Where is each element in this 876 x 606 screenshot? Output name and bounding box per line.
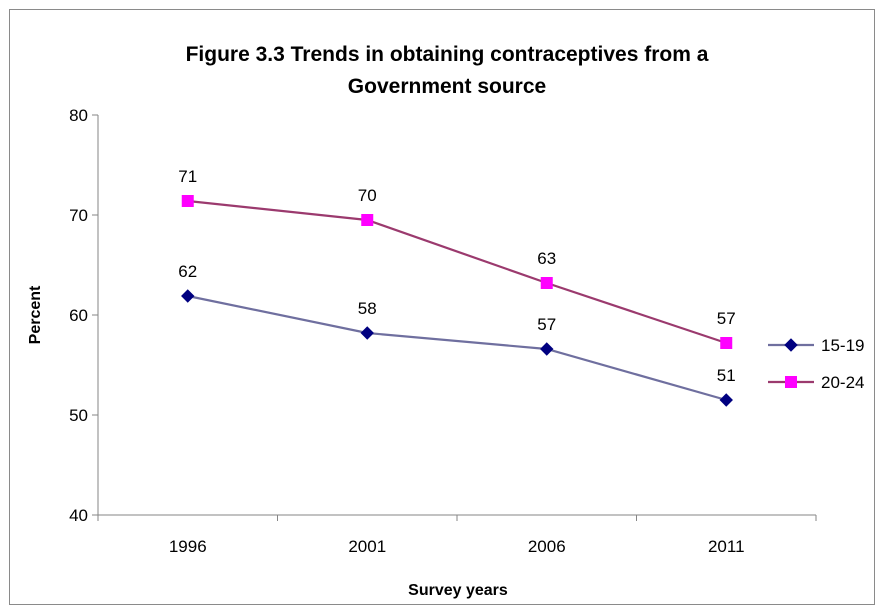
series-20-24: 71 70 63 57 [178, 167, 736, 349]
legend: 15-19 20-24 [768, 336, 864, 392]
chart-frame: Figure 3.3 Trends in obtaining contracep… [9, 9, 875, 605]
data-point [540, 342, 554, 356]
data-label: 57 [537, 315, 556, 334]
legend-item: 15-19 [768, 336, 864, 355]
y-axis-label: Percent [27, 285, 44, 344]
data-label: 57 [717, 309, 736, 328]
x-tick-label: 2006 [528, 537, 566, 556]
y-tick-label: 50 [69, 406, 88, 425]
chart-title-line-2: Government source [348, 75, 546, 98]
x-axis-label: Survey years [408, 582, 508, 599]
series-line [187, 199, 727, 345]
y-tick-label: 80 [69, 106, 88, 125]
y-tick-label: 70 [69, 206, 88, 225]
data-point [181, 289, 195, 303]
line-chart: Figure 3.3 Trends in obtaining contracep… [27, 43, 864, 599]
x-tick-label: 2001 [348, 537, 386, 556]
data-label: 58 [358, 299, 377, 318]
y-tick-label: 40 [69, 506, 88, 525]
legend-marker [784, 338, 798, 352]
data-label: 63 [537, 249, 556, 268]
series-15-19: 62 58 57 51 [178, 262, 736, 407]
data-label: 70 [358, 186, 377, 205]
data-point [720, 337, 733, 349]
legend-label: 20-24 [821, 373, 864, 392]
data-point [181, 195, 194, 207]
series-layer: 62 58 57 51 71 70 63 57 [178, 167, 736, 407]
x-tick-label: 1996 [169, 537, 207, 556]
data-label: 51 [717, 366, 736, 385]
legend-label: 15-19 [821, 336, 864, 355]
data-point [360, 326, 374, 340]
data-label: 71 [178, 167, 197, 186]
chart-title-line-1: Figure 3.3 Trends in obtaining contracep… [186, 43, 709, 66]
legend-item: 20-24 [768, 373, 864, 392]
data-point [540, 277, 553, 289]
x-tick-label: 2011 [708, 537, 745, 556]
y-tick-label: 60 [69, 306, 88, 325]
legend-marker [785, 376, 797, 388]
data-label: 62 [178, 262, 197, 281]
series-line [187, 294, 727, 402]
data-point [361, 214, 374, 226]
axes: 40 50 60 70 80 1996 2001 2006 2011 [69, 106, 817, 556]
data-point [719, 393, 733, 407]
